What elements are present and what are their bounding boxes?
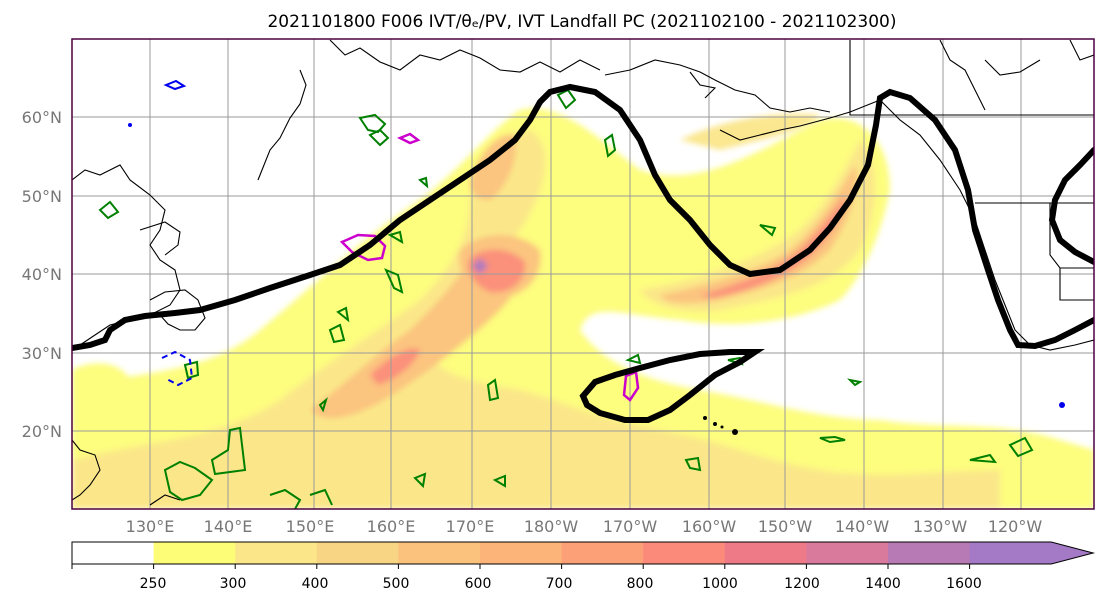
map-panel — [72, 39, 1094, 509]
colorbar-swatch — [398, 542, 481, 564]
lon-label: 130°W — [913, 517, 968, 536]
colorbar-labels: 250 300 400 500 600 700 800 1000 1200 14… — [140, 576, 982, 592]
colorbar-label: 500 — [383, 576, 410, 592]
green-contours — [98, 88, 1034, 509]
lat-label: 20°N — [22, 422, 62, 441]
colorbar-swatch — [316, 542, 399, 564]
lat-label: 60°N — [22, 108, 62, 127]
colorbar-swatch — [235, 542, 318, 564]
graticule — [72, 39, 1094, 509]
colorbar-extend-arrow — [969, 542, 1094, 564]
colorbar-label: 300 — [220, 576, 247, 592]
colorbar-swatch — [153, 542, 236, 564]
lon-label: 160°E — [367, 517, 416, 536]
colorbar-swatch — [806, 542, 889, 564]
longitude-labels: 130°E 140°E 150°E 160°E 170°E 180°W 170°… — [126, 517, 1043, 536]
colorbar-swatch — [724, 542, 807, 564]
colorbar-swatch — [888, 542, 971, 564]
colorbar-ticks — [71, 564, 971, 569]
colorbar-label: 600 — [465, 576, 492, 592]
lon-label: 170°E — [446, 517, 495, 536]
colorbar-swatches — [71, 541, 1096, 565]
colorbar-swatch — [480, 542, 563, 564]
blue-contours — [161, 79, 194, 387]
lon-label: 180°W — [524, 517, 579, 536]
ivt-landfall-pc-contours — [72, 83, 1094, 423]
hawaii-islands — [703, 416, 738, 435]
colorbar-swatch — [561, 542, 644, 564]
figure-title: 2021101800 F006 IVT/θₑ/PV, IVT Landfall … — [267, 12, 896, 32]
colorbar-swatch — [72, 542, 155, 564]
lon-label: 170°W — [603, 517, 658, 536]
lat-label: 40°N — [22, 265, 62, 284]
lon-label: 150°W — [758, 517, 813, 536]
lat-label: 30°N — [22, 344, 62, 363]
lon-label: 140°E — [204, 517, 253, 536]
colorbar-label: 1400 — [865, 576, 901, 592]
latitude-labels: 60°N 50°N 40°N 30°N 20°N — [22, 108, 62, 441]
coastlines — [72, 39, 1094, 506]
colorbar-label: 400 — [302, 576, 329, 592]
colorbar-label: 700 — [546, 576, 573, 592]
colorbar-label: 1600 — [946, 576, 982, 592]
lon-label: 160°W — [682, 517, 737, 536]
colorbar-outline — [71, 541, 1096, 565]
lat-label: 50°N — [22, 187, 62, 206]
colorbar-label: 250 — [140, 576, 167, 592]
map-frame — [71, 38, 1095, 510]
colorbar: 250 300 400 500 600 700 800 1000 1200 14… — [71, 541, 1096, 592]
colorbar-label: 1000 — [702, 576, 738, 592]
colorbar-label: 1200 — [784, 576, 820, 592]
blue-dots — [128, 123, 1065, 408]
lon-label: 120°W — [988, 517, 1043, 536]
lon-label: 140°W — [835, 517, 890, 536]
colorbar-swatch — [643, 542, 726, 564]
lon-label: 150°E — [286, 517, 335, 536]
lon-label: 130°E — [126, 517, 175, 536]
colorbar-label: 800 — [627, 576, 654, 592]
